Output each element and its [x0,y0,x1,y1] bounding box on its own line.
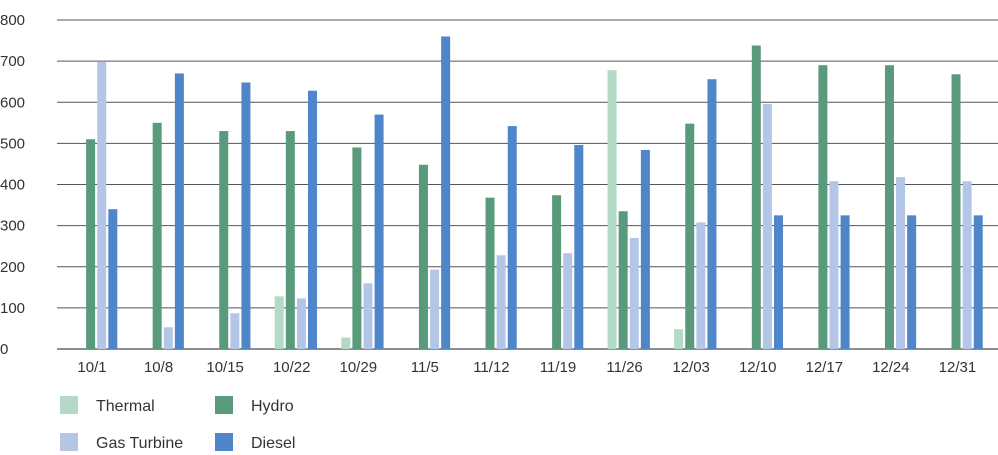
x-tick-label: 12/17 [806,359,844,376]
y-tick-label: 200 [0,259,25,276]
bar-hydro [285,131,295,349]
bar-hydro [152,122,162,349]
bar-gas-turbine [962,181,972,349]
y-tick-label: 500 [0,135,25,152]
x-tick-label: 10/15 [206,359,244,376]
x-tick-label: 11/5 [411,359,439,376]
x-axis-ticks: 10/1 10/8 10/15 10/22 10/29 11/5 11/12 11/19 11/… [77,359,976,376]
legend: Thermal Hydro Gas Turbine Diesel [60,396,295,452]
y-tick-label: 0 [0,341,8,358]
bar-gas-turbine [629,237,639,349]
bar-hydro [418,164,428,349]
bar-gas-turbine [829,181,839,349]
bar-gas-turbine [430,269,440,349]
bar-hydro [618,211,628,349]
bars [86,36,983,350]
x-tick-label: 11/12 [473,359,509,376]
legend-swatch-diesel [215,433,233,451]
bar-thermal [341,337,351,349]
bar-diesel [441,36,451,349]
bar-gas-turbine [496,255,506,349]
x-tick-label: 10/1 [77,359,106,376]
bar-gas-turbine [363,283,373,349]
y-tick-label: 400 [0,177,25,194]
legend-label-thermal: Thermal [96,398,155,415]
bar-diesel [241,82,251,349]
bar-hydro [352,147,362,349]
x-tick-label: 10/22 [273,359,311,376]
bar-gas-turbine [230,313,240,349]
x-tick-label: 11/26 [606,359,642,376]
legend-swatch-hydro [215,396,233,414]
bar-hydro [219,131,229,349]
bar-hydro [951,74,961,349]
bar-hydro [552,195,562,349]
y-tick-label: 100 [0,300,25,317]
bar-hydro [751,45,761,350]
bar-diesel [574,145,584,349]
legend-swatch-thermal [60,396,78,414]
bar-diesel [840,215,850,349]
bar-diesel [308,90,318,350]
bar-diesel [640,149,650,349]
bar-gas-turbine [97,61,107,349]
bar-diesel [774,215,784,349]
bar-hydro [485,197,495,349]
x-tick-label: 12/10 [739,359,777,376]
gridlines [57,19,998,350]
bar-diesel [108,209,118,349]
y-axis-ticks: 0 100 200 300 400 500 600 700 800 [0,12,25,358]
bar-hydro [884,65,894,350]
bar-thermal [607,70,617,350]
bar-diesel [374,114,384,350]
bar-gas-turbine [563,253,573,349]
bar-hydro [86,139,96,349]
y-tick-label: 600 [0,94,25,111]
bar-diesel [707,79,717,349]
bar-diesel [507,126,517,349]
x-tick-label: 10/8 [144,359,173,376]
bar-thermal [274,296,284,349]
legend-label-diesel: Diesel [251,435,295,452]
y-tick-label: 800 [0,12,25,29]
x-tick-label: 12/03 [672,359,710,376]
bar-gas-turbine [296,298,306,349]
bar-gas-turbine [762,103,772,350]
bar-gas-turbine [696,222,706,349]
legend-swatch-gas-turbine [60,433,78,451]
y-tick-label: 300 [0,218,25,235]
x-tick-label: 11/19 [540,359,576,376]
bar-diesel [174,73,184,350]
legend-label-hydro: Hydro [251,398,294,415]
bar-hydro [685,123,695,349]
bar-gas-turbine [163,327,173,349]
x-tick-label: 12/31 [939,359,977,376]
bar-gas-turbine [896,177,906,349]
x-tick-label: 12/24 [872,359,910,376]
legend-label-gas-turbine: Gas Turbine [96,435,183,452]
bar-hydro [818,65,828,350]
y-tick-label: 700 [0,53,25,70]
bar-thermal [674,329,684,349]
bar-diesel [973,215,983,349]
bar-diesel [907,215,917,349]
x-tick-label: 10/29 [340,359,378,376]
